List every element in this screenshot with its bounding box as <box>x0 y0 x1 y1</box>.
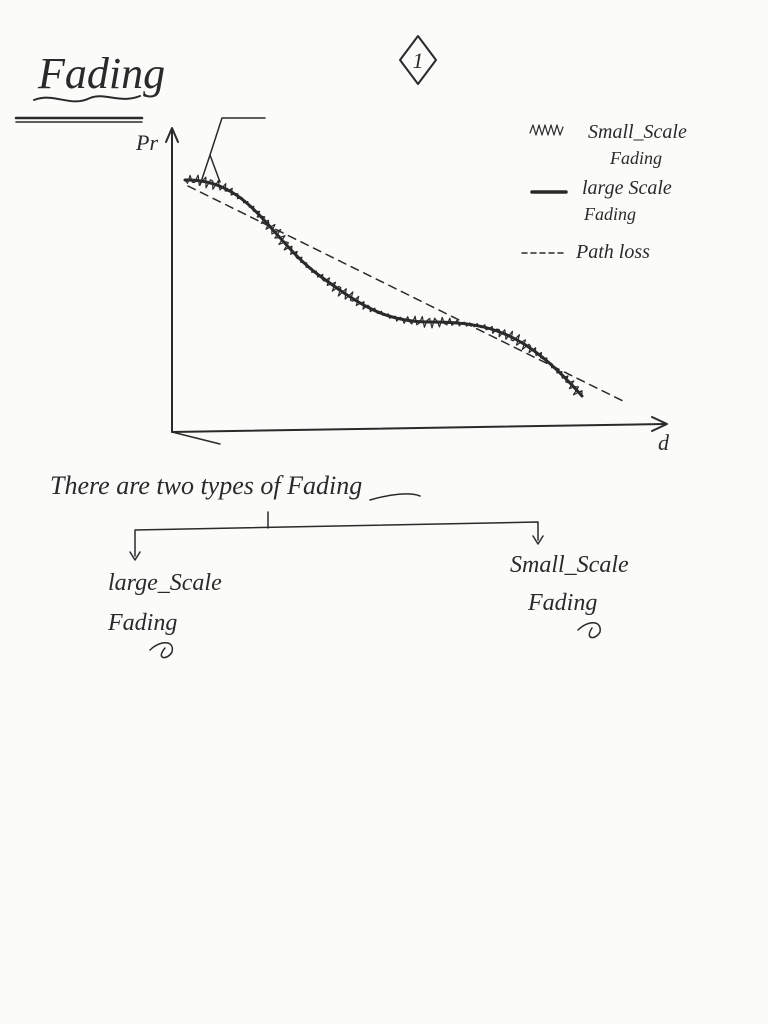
branch-label: Fading <box>527 590 597 616</box>
page-number-frame <box>399 35 437 85</box>
legend-label: large Scale <box>582 177 672 199</box>
statement: There are two types of Fading <box>50 471 362 500</box>
tree-arrows <box>129 535 544 561</box>
tree-lines <box>134 511 539 557</box>
y-axis-arrow <box>165 127 179 143</box>
legend-label: Fading <box>583 204 636 224</box>
legend-label: Fading <box>609 148 662 168</box>
page-number: 1 <box>413 48 424 73</box>
x-axis-label: d <box>658 430 670 455</box>
x-axis <box>171 423 666 433</box>
branch-label: Fading <box>107 610 177 636</box>
branch-squiggle <box>149 642 174 659</box>
axis-stroke <box>171 431 221 445</box>
legend-label: Small_Scale <box>588 121 687 143</box>
branch-label: large_Scale <box>108 570 222 596</box>
y-axis-label: Pr <box>135 130 158 155</box>
x-axis-arrow <box>651 416 668 432</box>
small-scale-curve <box>184 174 583 396</box>
path-loss-curve <box>187 185 626 403</box>
pointer <box>199 117 266 186</box>
title: Fading <box>37 49 165 98</box>
large-scale-curve <box>183 178 584 398</box>
title-squiggle <box>33 95 141 103</box>
branch-label: Small_Scale <box>510 552 629 578</box>
legend-label: Path loss <box>575 241 650 263</box>
statement-squiggle <box>369 493 421 501</box>
legend-small-swatch <box>529 124 564 136</box>
branch-squiggle <box>577 622 601 639</box>
